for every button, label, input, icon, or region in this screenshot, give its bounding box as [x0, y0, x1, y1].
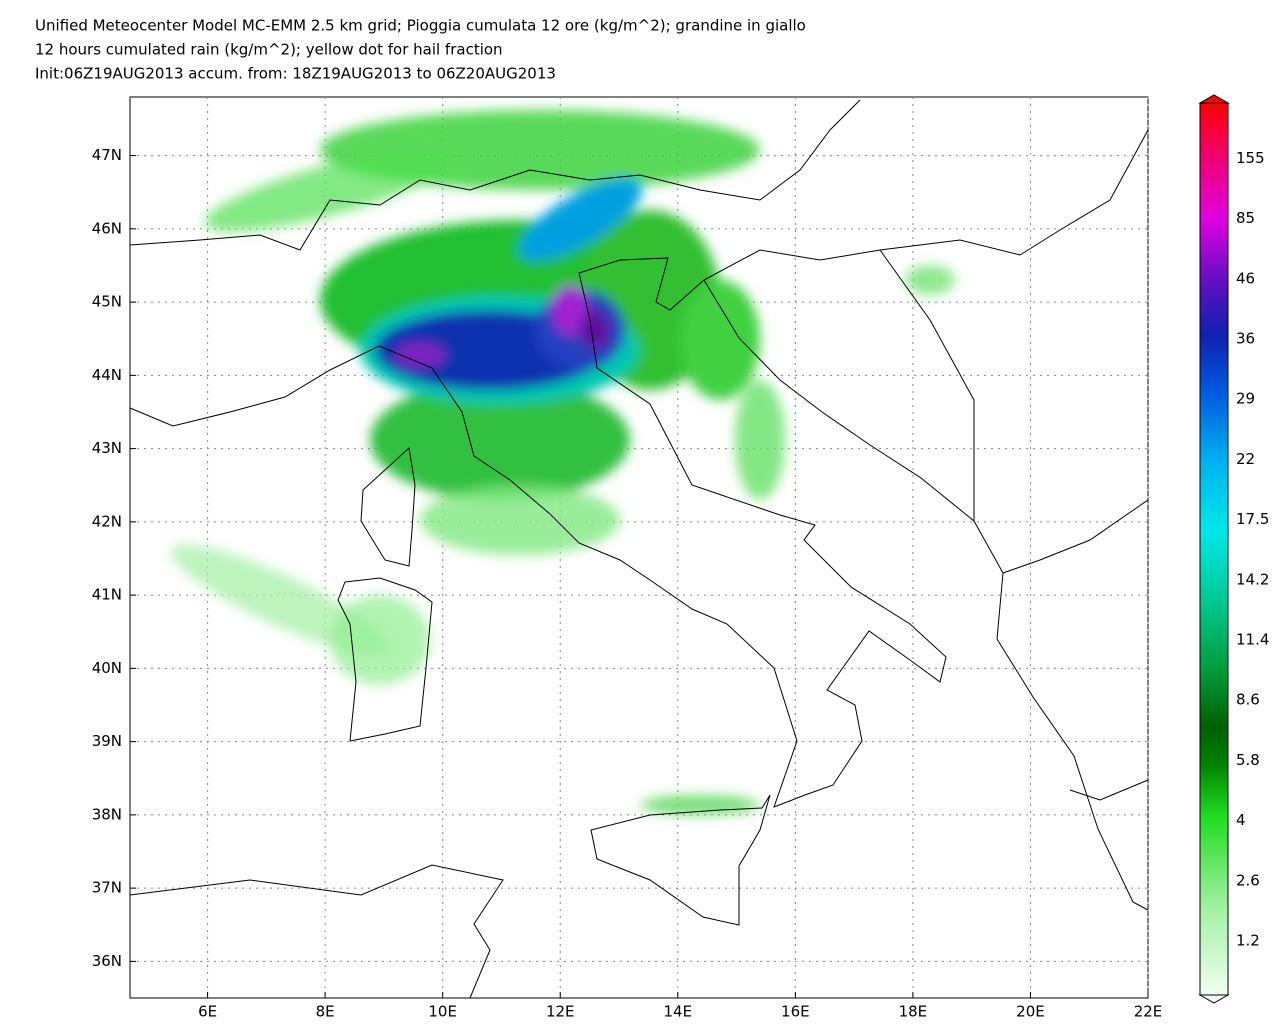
title-line: 12 hours cumulated rain (kg/m^2); yellow…	[35, 41, 503, 59]
colorbar-label: 11.4	[1236, 631, 1269, 649]
title-line: Init:06Z19AUG2013 accum. from: 18Z19AUG2…	[35, 65, 556, 83]
lat-tick-label: 43N	[92, 439, 122, 457]
lon-tick-label: 18E	[899, 1003, 928, 1021]
lat-tick-label: 45N	[92, 293, 122, 311]
lat-tick-label: 36N	[92, 952, 122, 970]
lat-tick-label: 44N	[92, 366, 122, 384]
colorbar-label: 2.6	[1236, 871, 1260, 889]
colorbar-label: 29	[1236, 390, 1255, 408]
lat-tick-label: 46N	[92, 219, 122, 237]
colorbar-label: 36	[1236, 330, 1255, 348]
lon-tick-label: 8E	[316, 1003, 335, 1021]
colorbar	[1199, 102, 1229, 996]
lat-tick-label: 39N	[92, 732, 122, 750]
colorbar-label: 22	[1236, 450, 1255, 468]
colorbar-label: 85	[1236, 209, 1255, 227]
lat-tick-label: 37N	[92, 879, 122, 897]
lat-tick-label: 47N	[92, 146, 122, 164]
title-block: Unified Meteocenter Model MC-EMM 2.5 km …	[35, 17, 806, 83]
lat-tick-label: 40N	[92, 659, 122, 677]
lon-tick-label: 10E	[428, 1003, 457, 1021]
lat-tick-label: 42N	[92, 512, 122, 530]
lat-tick-label: 41N	[92, 586, 122, 604]
lat-tick-label: 38N	[92, 805, 122, 823]
colorbar-label: 14.2	[1236, 570, 1269, 588]
grid	[130, 97, 1149, 998]
colorbar-top-arrow	[1198, 94, 1230, 104]
colorbar-label: 1.2	[1236, 932, 1260, 950]
title-line: Unified Meteocenter Model MC-EMM 2.5 km …	[35, 17, 806, 35]
lon-tick-label: 6E	[198, 1003, 217, 1021]
lon-tick-label: 20E	[1016, 1003, 1045, 1021]
colorbar-labels: 1.2 2.6 4 5.8 8.6 11.4 14.2 17.5 22 29 36 46 85 155	[1236, 149, 1269, 950]
colorbar-label: 4	[1236, 811, 1246, 829]
colorbar-label: 5.8	[1236, 751, 1260, 769]
lon-tick-label: 12E	[546, 1003, 575, 1021]
precipitation-field	[170, 110, 955, 815]
coastlines	[129, 99, 1149, 999]
colorbar-label: 17.5	[1236, 510, 1269, 528]
colorbar-bottom-arrow	[1198, 994, 1230, 1004]
colorbar-label: 155	[1236, 149, 1265, 167]
lon-tick-label: 16E	[781, 1003, 810, 1021]
colorbar-label: 8.6	[1236, 691, 1260, 709]
lon-tick-label: 14E	[664, 1003, 693, 1021]
colorbar-label: 46	[1236, 269, 1255, 287]
lon-tick-label: 22E	[1134, 1003, 1163, 1021]
